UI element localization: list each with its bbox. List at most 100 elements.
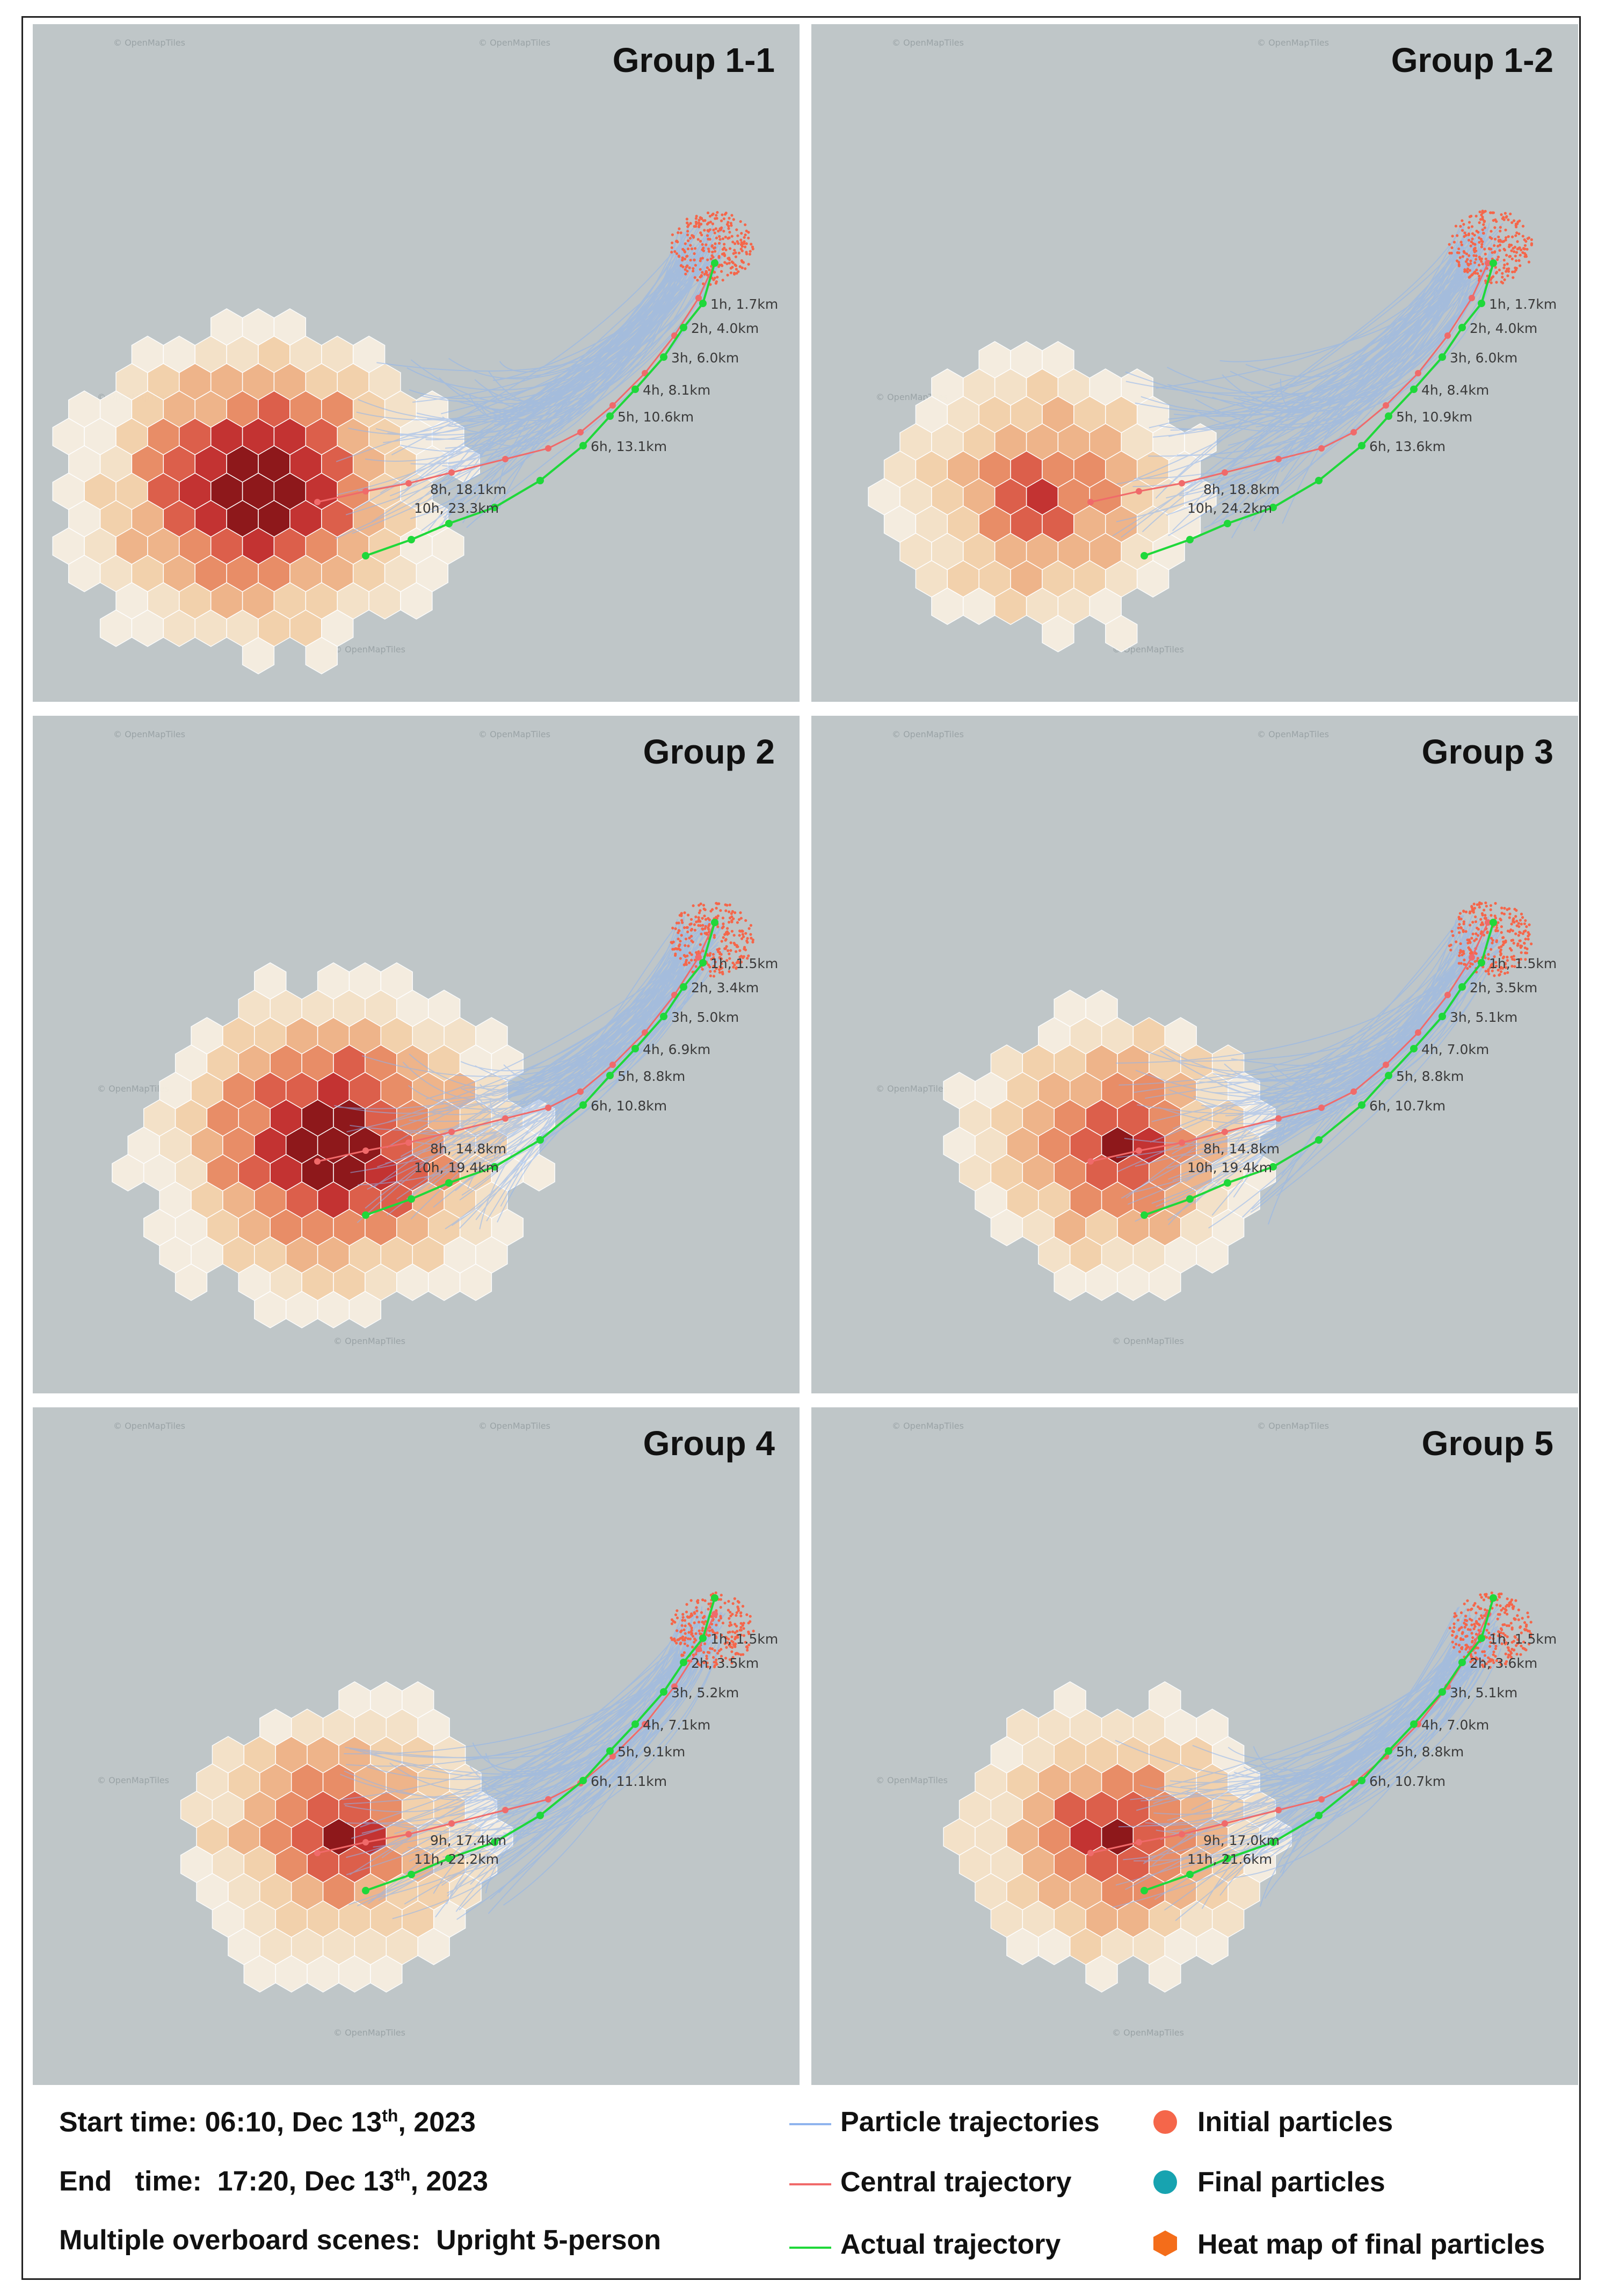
initial-particle (713, 934, 716, 937)
initial-particle (739, 1633, 743, 1637)
initial-particle (702, 907, 706, 911)
particle-trajectory (400, 936, 704, 1157)
initial-particle (739, 917, 743, 920)
map-attribution: © OpenMapTiles (97, 1775, 169, 1785)
initial-particle (1515, 222, 1518, 226)
initial-particle (1514, 915, 1517, 918)
particle-trajectory (1168, 241, 1469, 420)
initial-particle (745, 242, 748, 245)
initial-particle (1457, 1644, 1461, 1647)
initial-particle (694, 220, 698, 224)
central-trajectory-point (1415, 370, 1421, 376)
initial-particle (741, 1624, 744, 1627)
initial-particle (1469, 1654, 1472, 1657)
initial-particle (1487, 968, 1490, 971)
initial-particle (1501, 967, 1505, 970)
initial-particle (715, 967, 718, 970)
initial-particle (1466, 1608, 1470, 1611)
initial-particle (742, 955, 745, 958)
actual-trajectory-point (1478, 300, 1485, 307)
initial-particle (1500, 925, 1503, 928)
figure-footer: Start time: 06:10, Dec 13th, 2023 End ti… (21, 2077, 1581, 2280)
particle-trajectory (1127, 931, 1466, 1205)
actual-trajectory-point (1141, 1211, 1148, 1219)
initial-particle (681, 256, 684, 259)
initial-particle (717, 1619, 721, 1622)
initial-particle (673, 250, 677, 253)
initial-particle (1470, 1618, 1473, 1622)
initial-particle (740, 259, 743, 262)
initial-particle (745, 252, 749, 256)
initial-particle (720, 219, 723, 222)
particle-trajectory (1244, 943, 1491, 1131)
initial-particle (686, 230, 689, 233)
initial-particle (711, 953, 715, 956)
central-trajectory-point (609, 1062, 616, 1068)
initial-particle (1502, 258, 1506, 262)
initial-particle (732, 934, 736, 937)
initial-particle (1487, 972, 1491, 976)
initial-particle (709, 910, 713, 913)
initial-particle (1457, 264, 1461, 267)
particle-trajectory-swatch (789, 2123, 831, 2125)
panel-group-5: © OpenMapTiles © OpenMapTiles © OpenMapTil… (811, 1407, 1578, 2085)
initial-particle (1477, 236, 1481, 239)
initial-particle (698, 919, 701, 923)
initial-particle (1526, 248, 1529, 251)
actual-trajectory-point (1490, 919, 1497, 926)
initial-particle (693, 1611, 696, 1614)
central-trajectory-point (609, 402, 616, 409)
initial-particle (720, 1648, 723, 1651)
actual-trajectory-point (1315, 1812, 1323, 1819)
initial-particle (701, 927, 704, 931)
initial-particle (1477, 264, 1481, 267)
central-trajectory-point (362, 1839, 369, 1845)
initial-particle (723, 261, 727, 264)
central-trajectory-point (1444, 992, 1451, 998)
particle-trajectory (1115, 953, 1483, 1064)
initial-particle (721, 1659, 724, 1662)
initial-particle (1514, 1599, 1517, 1602)
initial-particle (1499, 1660, 1502, 1663)
initial-particle (1481, 263, 1484, 266)
initial-particle (1506, 959, 1509, 962)
initial-particle (723, 1601, 727, 1605)
actual-time-distance-label: 1h, 1.5km (710, 1631, 778, 1647)
initial-particle (1519, 1625, 1522, 1629)
initial-particle (739, 1614, 743, 1618)
initial-particle (679, 231, 682, 235)
initial-particle (723, 933, 727, 936)
initial-particle (689, 922, 693, 926)
initial-particle (678, 929, 681, 932)
initial-particle (685, 265, 688, 268)
initial-particle (1489, 1641, 1492, 1644)
initial-particle (727, 221, 730, 224)
initial-particle (1458, 922, 1461, 926)
initial-particle (1467, 226, 1470, 229)
initial-particle (1507, 270, 1510, 273)
initial-particle (712, 228, 715, 231)
initial-particle (1474, 920, 1478, 924)
initial-particle (1501, 1607, 1505, 1610)
initial-particle (1501, 936, 1505, 939)
initial-particle (1527, 1643, 1531, 1646)
initial-particle (699, 259, 702, 263)
initial-particle (1517, 232, 1521, 236)
initial-particle (1481, 231, 1485, 235)
initial-particle (1482, 1599, 1486, 1602)
initial-particle (749, 924, 753, 927)
initial-particle (1509, 1622, 1513, 1625)
initial-particle (684, 272, 687, 275)
central-trajectory-point (314, 1158, 321, 1165)
initial-particle (746, 941, 749, 944)
initial-particle (1487, 247, 1491, 251)
map-attribution: © OpenMapTiles (333, 644, 405, 655)
initial-particle (1519, 264, 1522, 267)
initial-particle (1454, 1643, 1458, 1646)
initial-particle (1524, 938, 1527, 941)
particle-trajectory (1251, 954, 1488, 1210)
initial-particle (735, 961, 738, 964)
particle-trajectory (1259, 1633, 1503, 1907)
heat-hexagon (1196, 1236, 1229, 1274)
initial-particle (730, 1661, 733, 1665)
